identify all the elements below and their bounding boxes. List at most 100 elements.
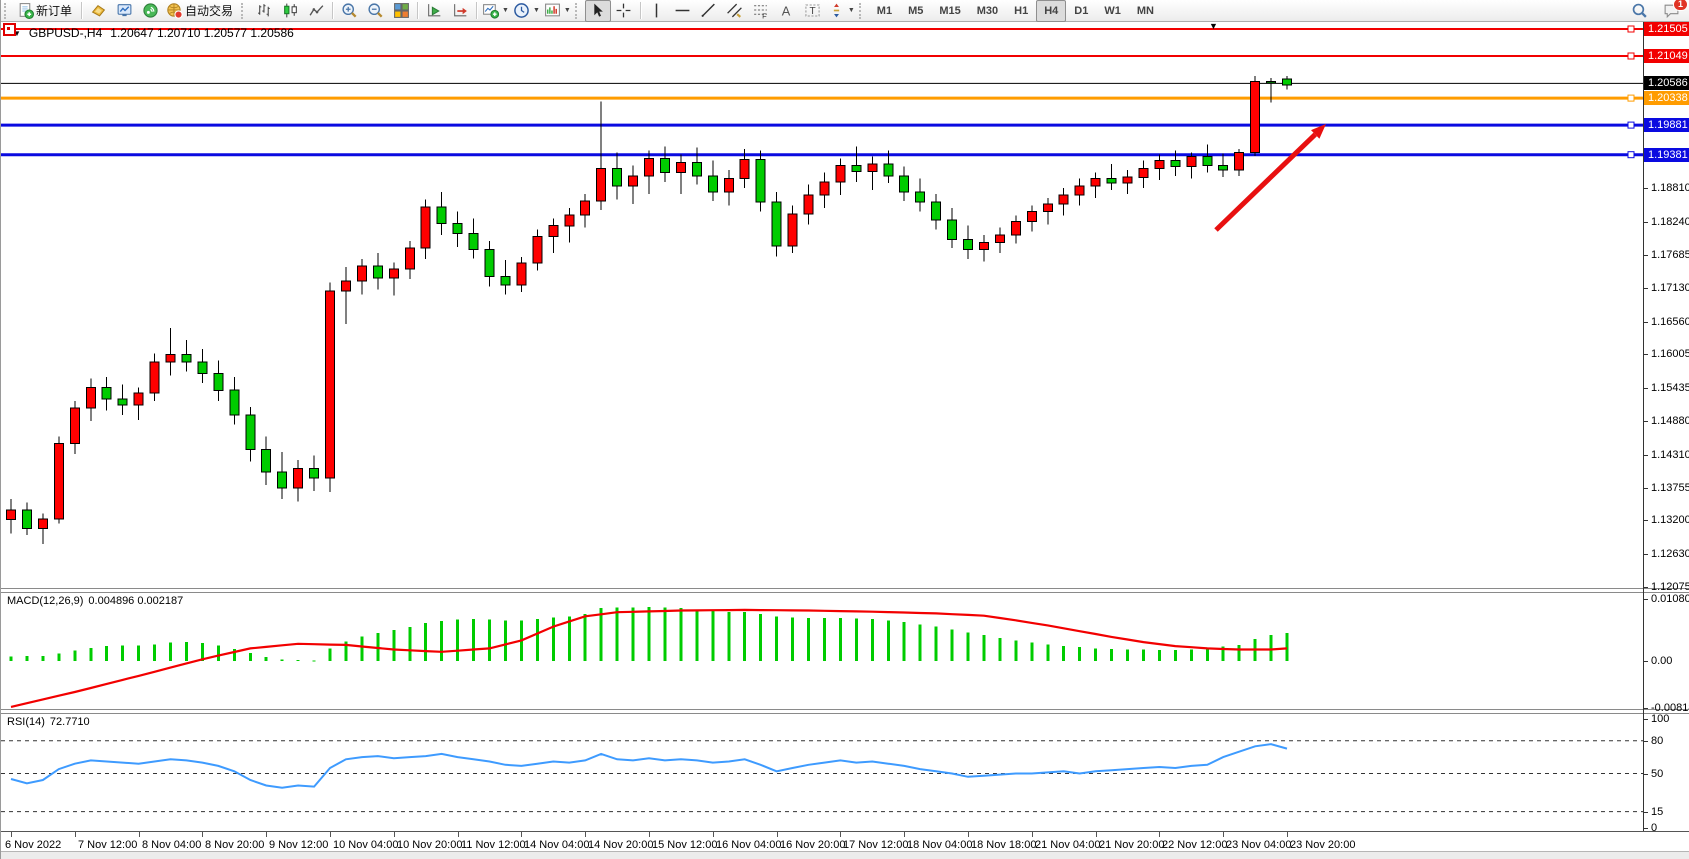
time-axis-label: 23 Nov 20:00 bbox=[1290, 839, 1356, 851]
price-chart bbox=[1, 25, 1643, 545]
arrow-head[interactable] bbox=[1311, 124, 1326, 139]
fibonacci-tool-button[interactable]: F bbox=[748, 0, 774, 22]
arrow-annotation[interactable] bbox=[1214, 132, 1317, 232]
candle-body bbox=[21, 509, 32, 530]
tf-h4-button[interactable]: H4 bbox=[1036, 0, 1067, 22]
panel-separator[interactable] bbox=[1, 588, 1689, 593]
chart-shift-button[interactable] bbox=[447, 0, 473, 22]
channel-tool-button[interactable] bbox=[722, 0, 748, 22]
channel-icon bbox=[727, 3, 743, 18]
new-order-button[interactable]: 新订单 bbox=[14, 0, 78, 22]
shapes-icon bbox=[833, 3, 839, 18]
vertical-line-tool-button[interactable] bbox=[644, 0, 670, 22]
zoom-in-button[interactable] bbox=[336, 0, 362, 22]
time-axis-label: 15 Nov 12:00 bbox=[652, 839, 718, 851]
candle-body bbox=[675, 161, 686, 173]
templates-button[interactable]: ▼ bbox=[542, 0, 573, 22]
gold-quotes-button[interactable] bbox=[85, 0, 111, 22]
candle-body bbox=[1058, 194, 1069, 205]
price-line-label: 1.19381 bbox=[1644, 148, 1689, 162]
line-handle[interactable] bbox=[1627, 94, 1635, 102]
periods-button[interactable]: ▼ bbox=[511, 0, 542, 22]
price-line-label: 1.20338 bbox=[1644, 91, 1689, 105]
line-handle[interactable] bbox=[1627, 52, 1635, 60]
tf-h1-button[interactable]: H1 bbox=[1014, 4, 1029, 17]
bar-chart-mode-button[interactable] bbox=[251, 0, 277, 22]
candle-body bbox=[1250, 80, 1261, 153]
time-tick bbox=[1032, 832, 1033, 837]
axis-tick bbox=[1643, 354, 1648, 355]
tf-m1-button[interactable]: M1 bbox=[876, 4, 893, 17]
tf-m5-button[interactable]: M5 bbox=[908, 4, 924, 17]
text-tool-button[interactable]: A bbox=[774, 0, 800, 22]
rsi-value: 72.7710 bbox=[49, 716, 90, 728]
candle-body bbox=[85, 386, 96, 409]
panel-separator[interactable] bbox=[1, 709, 1689, 714]
arrows-tool-button[interactable]: ▼ bbox=[826, 0, 857, 22]
axis-tick bbox=[1643, 554, 1648, 555]
time-tick bbox=[458, 832, 459, 837]
candle-body bbox=[739, 159, 750, 179]
candle-body bbox=[851, 164, 862, 172]
candle-body bbox=[133, 392, 144, 406]
candle-body bbox=[181, 354, 192, 363]
new-chart-button[interactable]: ▼ bbox=[480, 0, 511, 22]
time-tick bbox=[649, 832, 650, 837]
cursor-tool-button[interactable] bbox=[584, 0, 611, 22]
candle-chart-mode-button[interactable] bbox=[277, 0, 303, 22]
macd-histogram bbox=[9, 607, 1289, 662]
candle-body bbox=[1122, 176, 1133, 184]
tf-d1-button[interactable]: D1 bbox=[1074, 4, 1089, 17]
candle-body bbox=[165, 354, 176, 363]
tf-m30-button[interactable]: M30 bbox=[976, 4, 999, 17]
time-tick bbox=[777, 832, 778, 837]
tf-m15-button[interactable]: M15 bbox=[939, 4, 961, 17]
caret-down-icon: ▼ bbox=[847, 7, 855, 14]
axis-tick bbox=[1643, 388, 1648, 389]
chart-shift-marker-icon[interactable]: ▼ bbox=[1209, 21, 1218, 31]
candle-body bbox=[436, 206, 447, 224]
horizontal-line-tool-button[interactable] bbox=[670, 0, 696, 22]
trendline-tool-button[interactable] bbox=[696, 0, 722, 22]
auto-scroll-button[interactable] bbox=[421, 0, 447, 22]
notifications-button[interactable]: 1 bbox=[1658, 0, 1688, 22]
zoom-out-button[interactable] bbox=[362, 0, 388, 22]
axis-tick bbox=[1643, 812, 1648, 813]
toolbar: 新订单 自动交易 ▼ ▼ ▼ F A T ▼ M1 M5 M15 M30 H1 H4 D1 W1 MN 1 bbox=[1, 0, 1689, 22]
time-axis-label: 14 Nov 04:00 bbox=[524, 839, 590, 851]
candle-body bbox=[261, 448, 272, 473]
market-watch-button[interactable] bbox=[111, 0, 137, 22]
line-chart-mode-button[interactable] bbox=[303, 0, 329, 22]
candle-body bbox=[117, 398, 128, 406]
time-tick bbox=[1096, 832, 1097, 837]
price-tick-label: 80 bbox=[1651, 735, 1664, 747]
candle-body bbox=[723, 177, 734, 193]
toolbar-grip bbox=[4, 2, 11, 19]
price-tick-label: 1.18810 bbox=[1651, 182, 1689, 194]
symbol-period-label: GBPUSD-,H4 bbox=[28, 26, 103, 40]
crosshair-tool-button[interactable] bbox=[611, 0, 637, 22]
candle-body bbox=[707, 175, 718, 193]
tf-w1-button[interactable]: W1 bbox=[1104, 4, 1121, 17]
price-tick-label: -0.00818 bbox=[1651, 702, 1689, 714]
tf-mn-button[interactable]: MN bbox=[1136, 4, 1154, 17]
chevron-down-icon[interactable]: ▼ bbox=[13, 28, 21, 38]
tile-windows-button[interactable] bbox=[388, 0, 414, 22]
line-anchor-handle[interactable] bbox=[3, 23, 16, 36]
auto-trading-button[interactable]: 自动交易 bbox=[163, 0, 239, 22]
signals-button[interactable] bbox=[137, 0, 163, 22]
clock-icon bbox=[514, 3, 529, 18]
time-tick bbox=[840, 832, 841, 837]
line-handle[interactable] bbox=[1627, 121, 1635, 129]
search-button[interactable] bbox=[1626, 0, 1652, 22]
line-handle[interactable] bbox=[1627, 25, 1635, 33]
textlabel-icon: T bbox=[805, 4, 820, 17]
time-axis-label: 16 Nov 04:00 bbox=[716, 839, 782, 851]
price-tick-label: 0 bbox=[1651, 822, 1658, 834]
text-label-tool-button[interactable]: T bbox=[800, 0, 826, 22]
macd-values: 0.004896 0.002187 bbox=[88, 595, 184, 607]
candle-body bbox=[1090, 177, 1101, 187]
candle-body bbox=[404, 247, 415, 270]
line-handle[interactable] bbox=[1627, 151, 1635, 159]
